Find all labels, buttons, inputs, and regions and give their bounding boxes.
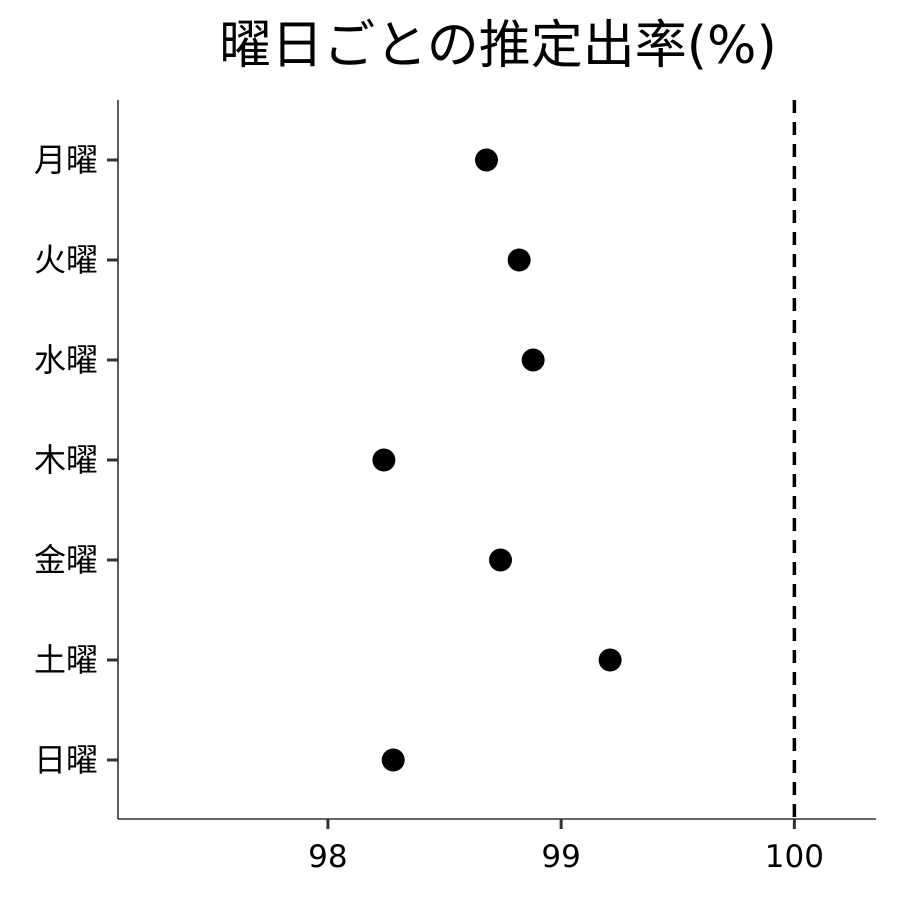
x-tick-label: 99 xyxy=(541,839,580,875)
data-point xyxy=(521,348,545,372)
y-tick-label: 水曜 xyxy=(34,341,98,379)
chart-title: 曜日ごとの推定出率(%) xyxy=(219,16,777,76)
data-point xyxy=(507,248,531,272)
y-tick-label: 金曜 xyxy=(34,541,98,579)
data-point xyxy=(488,548,512,572)
y-tick-label: 火曜 xyxy=(34,241,98,279)
x-tick-label: 98 xyxy=(308,839,347,875)
data-point xyxy=(475,148,499,172)
y-tick-label: 木曜 xyxy=(34,441,98,479)
y-tick-label: 日曜 xyxy=(34,741,98,779)
data-point xyxy=(381,748,405,772)
data-point xyxy=(372,448,396,472)
axes-layer xyxy=(117,100,876,820)
data-point-layer xyxy=(372,148,622,772)
x-tick-label: 100 xyxy=(765,839,824,875)
data-point xyxy=(598,648,622,672)
y-tick-label: 土曜 xyxy=(34,641,98,679)
y-tick-label: 月曜 xyxy=(34,141,98,179)
x-tick-layer: 98 99 100 xyxy=(308,819,824,875)
